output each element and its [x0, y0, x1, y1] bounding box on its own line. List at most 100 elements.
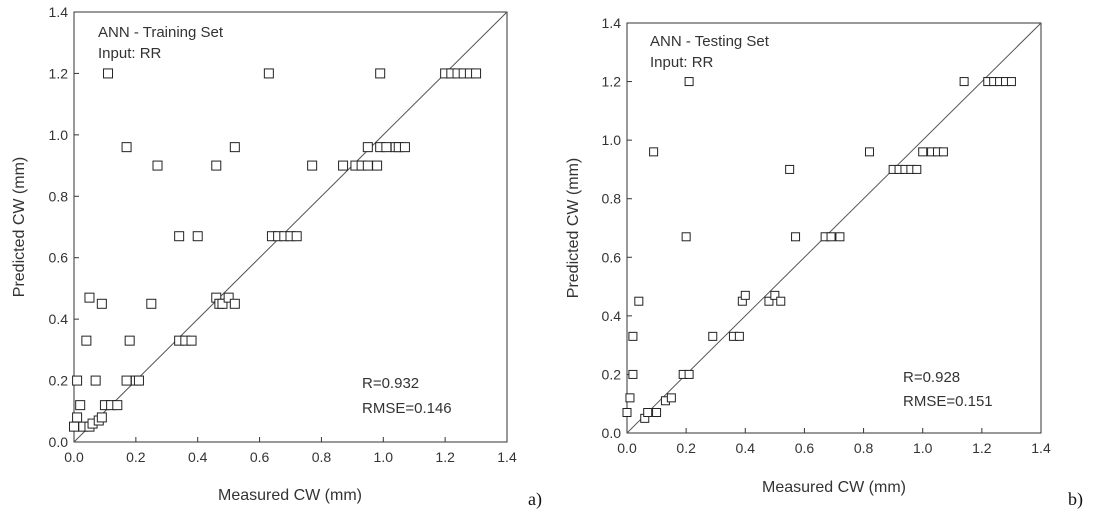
- y-tick-label: 0.0: [49, 434, 69, 450]
- ticks: 0.0 0.2 0.4 0.6 0.8 1.0 1.2 1.4 0.0 0.2 0.4 0.6 0.8 1…: [602, 15, 1051, 456]
- reference-line: [626, 22, 1042, 434]
- x-tick-label: 0.6: [250, 449, 270, 465]
- data-point: [75, 400, 86, 411]
- y-tick-label: 1.2: [49, 65, 69, 81]
- chart-training-set: 0.0 0.2 0.4 0.6 0.8 1.0 1.2 1.4 0.0 0.2 0.4 0.6 0.8 1…: [11, 4, 542, 510]
- x-tick-label: 1.2: [972, 440, 992, 456]
- data-point: [666, 393, 676, 403]
- data-point: [90, 375, 101, 386]
- data-point: [291, 231, 302, 242]
- data-point: [399, 142, 410, 153]
- data-point: [918, 147, 928, 157]
- data-point: [652, 408, 662, 417]
- data-point: [643, 408, 653, 417]
- stat-r: R=0.932: [362, 375, 419, 392]
- y-tick-label: 1.0: [602, 132, 622, 148]
- x-tick-label: 1.4: [497, 449, 517, 465]
- panel-letter-a: a): [528, 489, 542, 510]
- data-point: [681, 232, 691, 242]
- data-point: [192, 231, 203, 242]
- y-tick-label: 0.6: [602, 249, 622, 265]
- data-point: [84, 292, 95, 303]
- x-axis-label: Measured CW (mm): [762, 479, 906, 496]
- data-point: [864, 147, 874, 157]
- data-point: [362, 142, 373, 153]
- data-point: [381, 142, 392, 153]
- data-points: [69, 68, 482, 432]
- y-tick-label: 0.8: [49, 188, 69, 204]
- data-point: [72, 375, 83, 386]
- data-point: [338, 160, 349, 171]
- data-point: [146, 298, 157, 309]
- data-point: [103, 68, 114, 79]
- y-tick-label: 1.4: [602, 15, 622, 31]
- chart-title: ANN - Testing Set: [650, 33, 770, 50]
- data-point: [684, 77, 694, 87]
- data-point: [372, 160, 383, 171]
- x-tick-label: 0.6: [795, 440, 815, 456]
- x-tick-label: 1.4: [1031, 440, 1051, 456]
- stat-rmse: RMSE=0.146: [362, 400, 452, 417]
- data-point: [96, 412, 107, 423]
- y-axis-label: Predicted CW (mm): [11, 157, 28, 297]
- data-point: [938, 147, 948, 157]
- data-point: [628, 331, 638, 341]
- plot-area: [626, 22, 1042, 434]
- data-point: [1006, 77, 1016, 87]
- data-point: [791, 232, 801, 242]
- data-point: [471, 68, 482, 79]
- data-point: [223, 292, 234, 303]
- data-point: [211, 160, 222, 171]
- y-tick-label: 0.2: [49, 373, 69, 389]
- data-point: [186, 335, 197, 346]
- x-axis-label: Measured CW (mm): [218, 487, 362, 504]
- x-tick-label: 1.2: [435, 449, 455, 465]
- data-point: [229, 142, 240, 153]
- data-point: [634, 296, 644, 306]
- data-point: [362, 160, 373, 171]
- x-tick-label: 0.0: [64, 449, 84, 465]
- y-axis-label: Predicted CW (mm): [565, 158, 582, 298]
- chart-testing-set: 0.0 0.2 0.4 0.6 0.8 1.0 1.2 1.4 0.0 0.2 0.4 0.6 0.8 1…: [565, 15, 1083, 510]
- reference-line: [73, 11, 508, 443]
- plot-area: [73, 11, 508, 443]
- data-point: [625, 393, 635, 403]
- data-point: [217, 298, 228, 309]
- data-point: [375, 68, 386, 79]
- data-point: [912, 164, 922, 174]
- chart-subtitle: Input: RR: [98, 45, 162, 62]
- data-point: [121, 375, 132, 386]
- stat-rmse: RMSE=0.151: [903, 393, 993, 410]
- data-point: [81, 335, 92, 346]
- data-point: [152, 160, 163, 171]
- data-point: [764, 296, 774, 306]
- y-tick-label: 1.2: [602, 74, 622, 90]
- x-tick-label: 0.8: [854, 440, 874, 456]
- x-tick-label: 0.2: [676, 440, 696, 456]
- y-tick-label: 0.4: [602, 308, 622, 324]
- y-tick-label: 0.8: [602, 191, 622, 207]
- x-tick-label: 0.4: [736, 440, 756, 456]
- data-point: [835, 232, 845, 242]
- data-point: [684, 369, 694, 379]
- data-point: [622, 408, 632, 417]
- y-tick-label: 0.4: [49, 311, 69, 327]
- data-point: [263, 68, 274, 79]
- x-tick-label: 0.0: [617, 440, 637, 456]
- data-point: [776, 296, 786, 306]
- data-point: [959, 77, 969, 87]
- data-point: [649, 147, 659, 157]
- data-point: [770, 290, 780, 300]
- ticks: 0.0 0.2 0.4 0.6 0.8 1.0 1.2 1.4 0.0 0.2 0.4 0.6 0.8 1…: [49, 4, 517, 465]
- data-point: [69, 421, 79, 432]
- data-point: [112, 400, 123, 411]
- data-point: [133, 375, 144, 386]
- data-point: [740, 290, 750, 300]
- chart-title: ANN - Training Set: [98, 24, 224, 41]
- data-point: [174, 231, 185, 242]
- data-point: [307, 160, 318, 171]
- x-tick-label: 1.0: [374, 449, 394, 465]
- x-tick-label: 1.0: [913, 440, 933, 456]
- data-point: [826, 232, 836, 242]
